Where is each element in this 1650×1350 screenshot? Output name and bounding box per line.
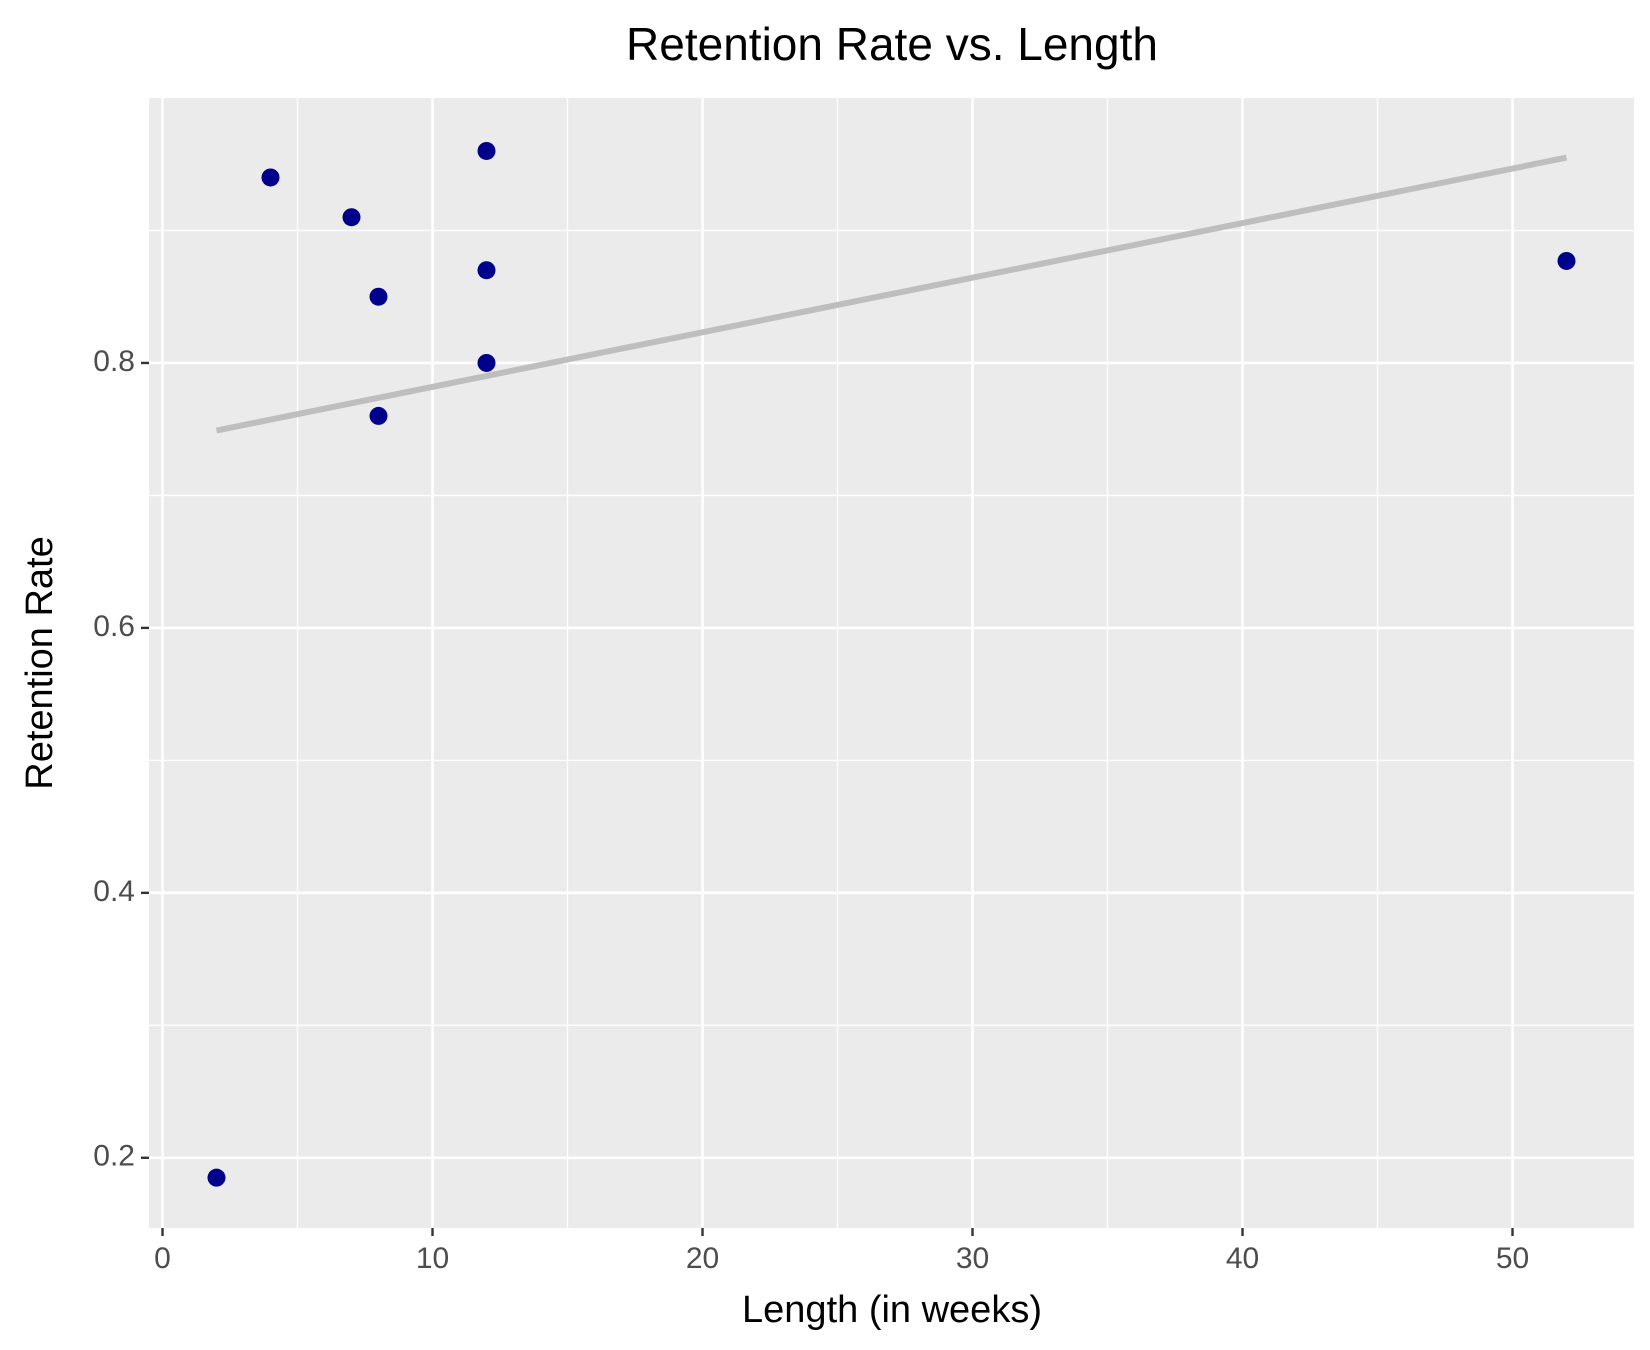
x-tick-label: 0 (154, 1242, 171, 1275)
point (342, 208, 361, 227)
x-tick-label: 20 (686, 1242, 719, 1275)
point (477, 261, 496, 280)
x-axis-title: Length (in weeks) (742, 1289, 1042, 1331)
plot-panel (149, 98, 1634, 1228)
chart-title: Retention Rate vs. Length (626, 18, 1158, 70)
y-tick-label: 0.4 (93, 875, 135, 908)
x-tick-label: 40 (1226, 1242, 1259, 1275)
point (261, 168, 280, 187)
trend-line (215, 154, 1568, 434)
y-tick-label: 0.8 (93, 345, 135, 378)
y-tick-label: 0.2 (93, 1140, 135, 1173)
point (477, 353, 496, 372)
point (207, 1168, 226, 1187)
y-tick-label: 0.6 (93, 610, 135, 643)
x-tick-label: 10 (416, 1242, 449, 1275)
y-axis-title: Retention Rate (19, 536, 61, 790)
point (369, 406, 388, 425)
point (477, 141, 496, 160)
x-tick-label: 50 (1496, 1242, 1529, 1275)
point (1557, 251, 1576, 270)
x-tick-label: 30 (956, 1242, 989, 1275)
point (369, 287, 388, 306)
